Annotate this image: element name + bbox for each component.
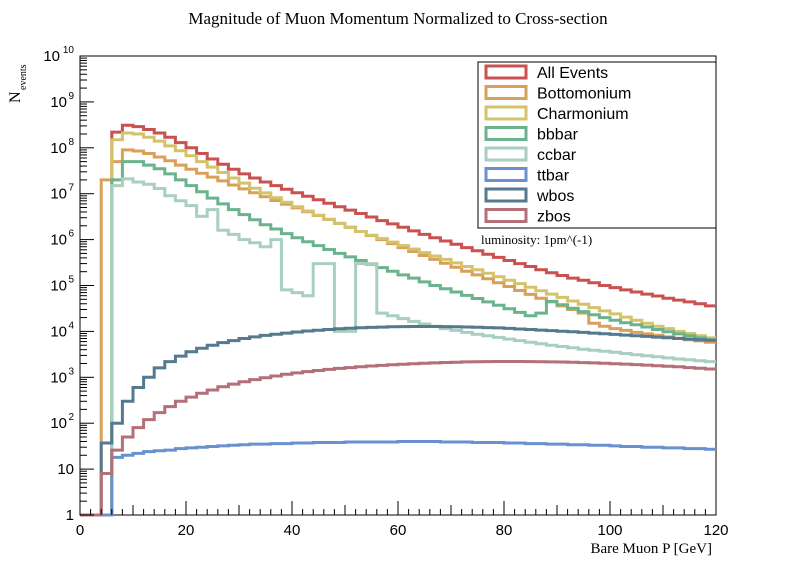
- y-tick-label: 10: [50, 186, 67, 203]
- x-tick-label: 20: [178, 522, 195, 539]
- x-tick-label: 60: [390, 522, 407, 539]
- y-tick-label: 10: [50, 140, 67, 157]
- legend-label: Bottomonium: [537, 86, 631, 103]
- series-group: [80, 123, 716, 517]
- series-line-bottomonium: [80, 148, 716, 517]
- y-tick-label: 10: [50, 278, 67, 295]
- y-tick-label: 10: [50, 232, 67, 249]
- y-tick-exponent: 6: [68, 229, 74, 240]
- legend-label: bbbar: [537, 127, 579, 144]
- series-line-all-events: [80, 123, 716, 517]
- y-tick-exponent: 10: [63, 45, 75, 56]
- legend-label: wbos: [536, 188, 574, 205]
- y-axis-label-sub: events: [18, 64, 29, 90]
- legend-label: Charmonium: [537, 106, 629, 123]
- y-tick-exponent: 4: [68, 320, 74, 331]
- legend-swatch: [484, 187, 528, 203]
- legend-swatch: [484, 85, 528, 100]
- luminosity-annotation: luminosity: 1pm^(-1): [481, 232, 592, 247]
- y-tick-label: 10: [50, 415, 67, 432]
- legend-label: ccbar: [537, 147, 577, 164]
- x-axis-label: Bare Muon P [GeV]: [590, 541, 712, 557]
- y-tick-exponent: 3: [68, 366, 74, 377]
- y-tick-exponent: 8: [68, 137, 74, 148]
- y-tick-exponent: 5: [68, 275, 74, 286]
- y-axis-label: N events: [7, 64, 29, 103]
- y-tick-exponent: 2: [68, 412, 74, 423]
- legend-label: All Events: [537, 65, 608, 82]
- y-tick-exponent: 9: [68, 91, 74, 102]
- legend-swatch: [484, 105, 528, 121]
- series-line-charmonium: [80, 131, 716, 517]
- legend: All Events Bottomonium Charmonium bbbar ccba…: [477, 61, 717, 229]
- legend-swatch: [484, 146, 528, 162]
- y-axis-label-main: N: [7, 91, 24, 103]
- y-tick-label: 10: [57, 461, 74, 478]
- legend-label: zbos: [537, 209, 571, 226]
- y-tick-label: 10: [50, 369, 67, 386]
- y-tick-exponent: 7: [68, 183, 74, 194]
- y-tick-label: 10: [43, 48, 60, 65]
- y-tick-label: 10: [50, 323, 67, 340]
- legend-swatch: [484, 64, 528, 80]
- legend-swatch: [484, 208, 528, 223]
- series-line-ccbar: [80, 177, 716, 517]
- x-tick-label: 0: [76, 522, 84, 539]
- x-tick-label: 40: [284, 522, 301, 539]
- x-tick-label: 100: [597, 522, 622, 539]
- legend-swatch: [484, 167, 528, 182]
- x-tick-label: 80: [496, 522, 513, 539]
- chart-title: Magnitude of Muon Momentum Normalized to…: [188, 9, 608, 28]
- legend-swatch: [484, 126, 528, 141]
- x-tick-label: 120: [703, 522, 728, 539]
- series-line-wbos: [80, 325, 716, 517]
- legend-label: ttbar: [537, 168, 570, 185]
- y-tick-label: 10: [50, 94, 67, 111]
- series-line-zbos: [80, 360, 716, 517]
- y-tick-label: 1: [66, 507, 74, 524]
- series-line-bbbar: [80, 160, 716, 517]
- series-line-ttbar: [80, 440, 716, 517]
